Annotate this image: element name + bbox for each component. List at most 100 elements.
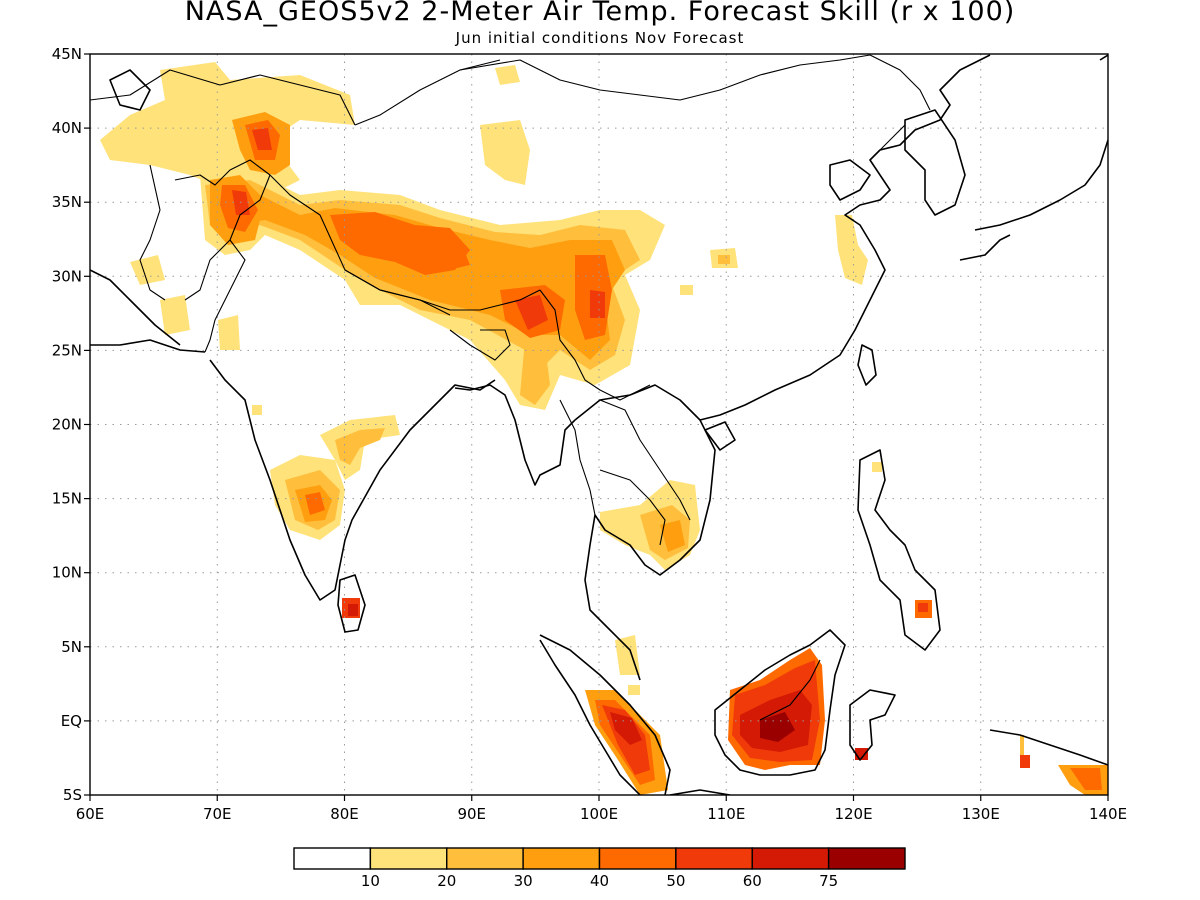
skill-region-new-guinea-west <box>1020 755 1030 768</box>
coastlines <box>90 54 1108 795</box>
border-kazakh-china <box>354 59 501 126</box>
coastline-persian-gulf <box>90 269 181 346</box>
colorbar-label: 50 <box>666 872 685 890</box>
colorbar-label: 75 <box>819 872 838 890</box>
border-korea <box>879 124 906 151</box>
coastline-indochina <box>574 384 716 681</box>
coastline-borneo <box>714 629 846 776</box>
skill-region-pakistan-south <box>218 315 240 350</box>
lat-label: 30N <box>52 267 82 285</box>
country-borders <box>90 54 931 721</box>
lat-label: EQ <box>61 712 82 730</box>
border-india-bangladesh <box>449 329 511 361</box>
border-nepal <box>344 269 451 316</box>
skill-region-east-china <box>835 215 868 285</box>
skill-region-pamir-hot <box>252 128 272 150</box>
skill-region-iran-south <box>160 295 190 335</box>
skill-region-central-asia <box>100 62 355 205</box>
lat-label: 20N <box>52 416 82 434</box>
colorbar-label: 10 <box>361 872 380 890</box>
skill-region-burma <box>520 340 550 405</box>
skill-region-malaya <box>615 635 640 675</box>
border-russia-china <box>869 54 931 111</box>
lon-label: 80E <box>330 805 359 823</box>
coastline-korea <box>904 109 966 216</box>
lat-label: 15N <box>52 490 82 508</box>
colorbar: 10 20 30 40 50 60 75 <box>293 847 906 890</box>
skill-region-new-guinea-core <box>1070 768 1102 790</box>
coastline-bangladesh <box>454 384 576 486</box>
coastline-philippines <box>857 449 941 651</box>
coastline-hainan <box>704 421 736 451</box>
chart-subtitle: Jun initial conditions Nov Forecast <box>455 29 745 47</box>
colorbar-label: 60 <box>743 872 762 890</box>
coastline-caspian <box>109 69 151 111</box>
lon-label: 70E <box>203 805 232 823</box>
lat-label: 35N <box>52 193 82 211</box>
lat-label: 25N <box>52 341 82 359</box>
coastline-sri-lanka <box>337 574 366 633</box>
skill-region-tibet-hot-6 <box>590 290 605 318</box>
border-mongolia <box>459 54 871 101</box>
colorbar-label: 40 <box>590 872 609 890</box>
colorbar-swatch <box>446 847 524 870</box>
lat-label: 45N <box>52 45 82 63</box>
skill-region-sumatra-hot <box>610 712 642 745</box>
lon-label: 90E <box>457 805 486 823</box>
border-borneo <box>759 659 821 721</box>
coastline-taiwan <box>857 344 877 386</box>
skill-region-new-guinea-bar <box>1020 735 1024 755</box>
border-central-asia <box>90 69 356 126</box>
colorbar-swatch <box>293 847 372 870</box>
coastline-bohai <box>829 159 871 201</box>
lon-label: 120E <box>834 805 872 823</box>
latitude-labels: 45N 40N 35N 30N 25N 20N 15N 10N 5N EQ 5S <box>52 45 82 804</box>
colorbar-swatch <box>522 847 601 870</box>
skill-region-north-dot <box>495 65 520 85</box>
coastline-new-guinea <box>989 729 1108 766</box>
lon-label: 60E <box>76 805 105 823</box>
lon-label: 140E <box>1089 805 1127 823</box>
colorbar-swatch <box>827 847 906 870</box>
axis-ticks <box>84 53 1109 801</box>
coastline-arabian-sea <box>90 339 206 353</box>
skill-region-hubei <box>680 285 693 295</box>
skill-region-afghan-west <box>130 255 165 285</box>
skill-region-tibet-hot-4 <box>420 240 470 272</box>
lon-label: 100E <box>580 805 618 823</box>
border-china-burma <box>539 289 651 401</box>
border-afghan-pak <box>174 159 271 301</box>
skill-region-mindanao-core <box>918 603 928 612</box>
border-iran-afghan <box>139 164 166 301</box>
colorbar-label: 20 <box>437 872 456 890</box>
border-india-pak <box>204 239 246 353</box>
lat-label: 5S <box>63 786 82 804</box>
skill-region-indochina-core <box>660 520 685 552</box>
coastline-china <box>699 54 991 421</box>
colorbar-swatch <box>598 847 677 870</box>
lat-label: 5N <box>61 638 82 656</box>
skill-region-india-west-dot <box>252 405 262 415</box>
colorbar-swatch <box>369 847 448 870</box>
lon-label: 110E <box>707 805 745 823</box>
colorbar-swatch <box>751 847 830 870</box>
skill-region-borneo-hot <box>760 712 795 742</box>
gridlines <box>90 54 1108 795</box>
skill-region-tibet-hot-5 <box>515 295 548 330</box>
skill-region-luzon-dot <box>872 462 882 472</box>
skill-region-india-east-core <box>335 428 385 465</box>
chart-title: NASA_GEOS5v2 2-Meter Air Temp. Forecast … <box>184 0 1016 27</box>
skill-region-malaya-2 <box>628 685 640 695</box>
coastline-japan <box>959 54 1108 261</box>
skill-fields <box>100 62 1108 795</box>
lon-label: 130E <box>962 805 1000 823</box>
skill-region-central-china-core <box>718 255 730 264</box>
colorbar-label: 30 <box>514 872 533 890</box>
lat-label: 40N <box>52 119 82 137</box>
border-thai-cambodia <box>599 469 666 546</box>
coastline-india <box>209 359 496 601</box>
coastline-sumatra <box>539 634 671 795</box>
longitude-labels: 60E 70E 80E 90E 100E 110E 120E 130E 140E <box>76 805 1127 823</box>
skill-region-india-south-hot <box>305 492 325 515</box>
